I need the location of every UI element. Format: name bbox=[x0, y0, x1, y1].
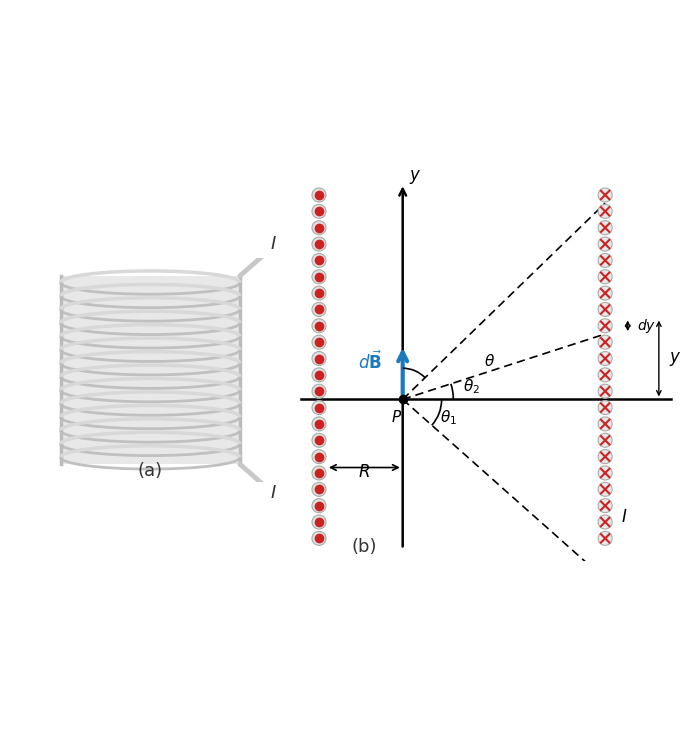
Circle shape bbox=[598, 400, 612, 414]
Circle shape bbox=[598, 253, 612, 267]
Circle shape bbox=[312, 384, 326, 398]
Text: $I$: $I$ bbox=[621, 508, 627, 526]
Circle shape bbox=[598, 204, 612, 218]
Circle shape bbox=[312, 499, 326, 513]
Circle shape bbox=[312, 204, 326, 218]
Circle shape bbox=[312, 286, 326, 300]
Circle shape bbox=[598, 499, 612, 513]
Circle shape bbox=[598, 368, 612, 382]
Circle shape bbox=[598, 270, 612, 283]
Text: $\theta_1$: $\theta_1$ bbox=[440, 408, 457, 427]
Circle shape bbox=[312, 303, 326, 317]
Text: $dy$: $dy$ bbox=[637, 317, 656, 334]
Circle shape bbox=[312, 400, 326, 414]
Circle shape bbox=[312, 221, 326, 235]
Circle shape bbox=[598, 221, 612, 235]
Circle shape bbox=[598, 531, 612, 545]
Text: (a): (a) bbox=[138, 462, 163, 480]
Circle shape bbox=[598, 188, 612, 202]
Text: $R$: $R$ bbox=[359, 463, 370, 481]
Circle shape bbox=[312, 450, 326, 464]
Circle shape bbox=[312, 482, 326, 497]
Text: $y$: $y$ bbox=[408, 169, 421, 186]
Circle shape bbox=[312, 515, 326, 529]
Circle shape bbox=[598, 303, 612, 317]
Text: (b): (b) bbox=[351, 539, 376, 556]
Circle shape bbox=[598, 237, 612, 251]
Polygon shape bbox=[61, 276, 240, 464]
Circle shape bbox=[598, 466, 612, 480]
Text: $y$: $y$ bbox=[669, 349, 681, 368]
Circle shape bbox=[598, 319, 612, 333]
Circle shape bbox=[598, 286, 612, 300]
Circle shape bbox=[312, 368, 326, 382]
Circle shape bbox=[598, 450, 612, 464]
Text: $\theta_2$: $\theta_2$ bbox=[463, 377, 480, 397]
Circle shape bbox=[312, 433, 326, 447]
Circle shape bbox=[312, 352, 326, 366]
Circle shape bbox=[312, 319, 326, 333]
Circle shape bbox=[598, 417, 612, 431]
Text: $P$: $P$ bbox=[391, 409, 402, 425]
Circle shape bbox=[598, 335, 612, 349]
Circle shape bbox=[312, 270, 326, 283]
Circle shape bbox=[312, 253, 326, 267]
Circle shape bbox=[598, 433, 612, 447]
Circle shape bbox=[312, 466, 326, 480]
Circle shape bbox=[312, 417, 326, 431]
Circle shape bbox=[598, 482, 612, 497]
Text: $I$: $I$ bbox=[270, 484, 277, 502]
Circle shape bbox=[312, 237, 326, 251]
Circle shape bbox=[598, 352, 612, 366]
Circle shape bbox=[598, 384, 612, 398]
Text: $I$: $I$ bbox=[270, 235, 277, 253]
Circle shape bbox=[312, 531, 326, 545]
Circle shape bbox=[312, 188, 326, 202]
Circle shape bbox=[312, 335, 326, 349]
Text: $d\vec{\mathbf{B}}$: $d\vec{\mathbf{B}}$ bbox=[358, 351, 382, 374]
Circle shape bbox=[598, 515, 612, 529]
Text: $\theta$: $\theta$ bbox=[484, 353, 495, 369]
